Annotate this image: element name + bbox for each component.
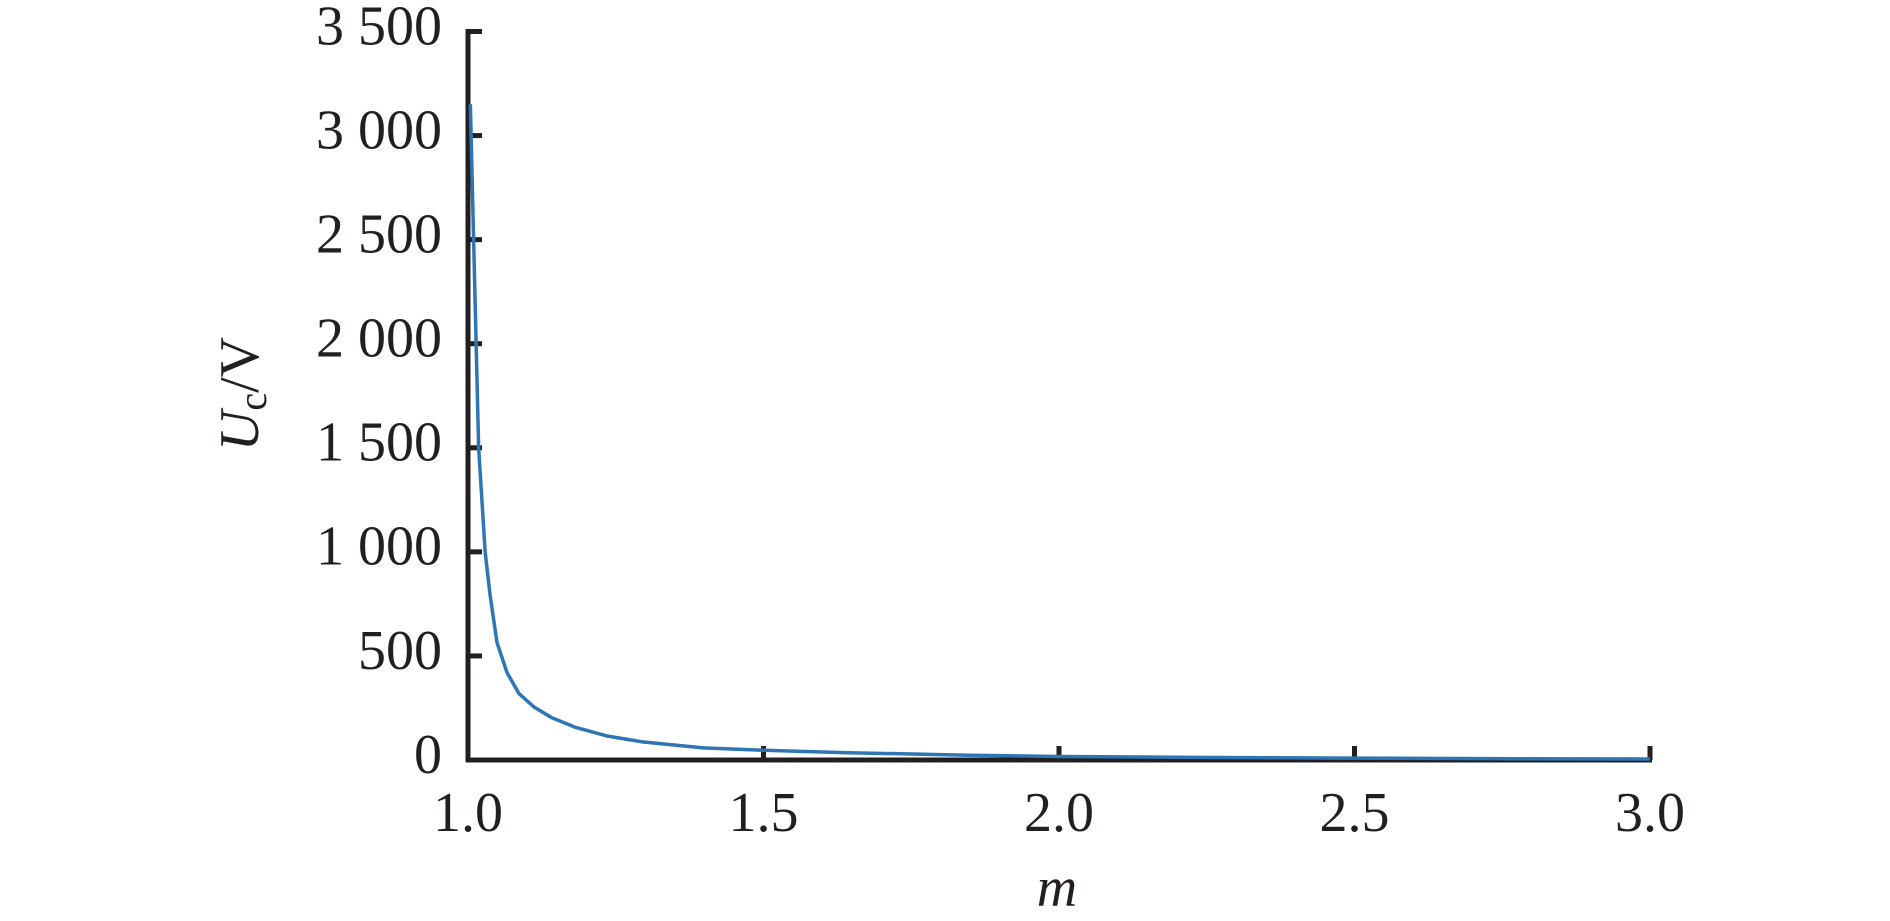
- x-tick-label: 3.0: [1615, 782, 1685, 844]
- y-tick-label: 3 000: [316, 99, 442, 161]
- y-tick-label: 1 000: [316, 516, 442, 578]
- y-tick-label: 1 500: [316, 412, 442, 474]
- x-tick-label: 2.5: [1320, 782, 1390, 844]
- data-line: [468, 104, 1651, 761]
- y-tick-label: 2 500: [316, 203, 442, 265]
- x-tick-label: 1.0: [433, 782, 503, 844]
- x-tick-label: 2.0: [1024, 782, 1094, 844]
- y-tick-label: 500: [358, 620, 442, 682]
- y-axis-label: Uc/V: [209, 337, 275, 451]
- y-label-unit: /V: [209, 337, 271, 393]
- x-tick-label: 1.5: [729, 782, 799, 844]
- x-axis-label: m: [1037, 857, 1077, 919]
- y-label-symbol: U: [209, 407, 271, 451]
- y-tick-label: 3 500: [316, 0, 442, 57]
- y-tick-label: 0: [414, 724, 442, 786]
- y-tick-label: 2 000: [316, 308, 442, 370]
- y-label-subscript: c: [230, 393, 275, 411]
